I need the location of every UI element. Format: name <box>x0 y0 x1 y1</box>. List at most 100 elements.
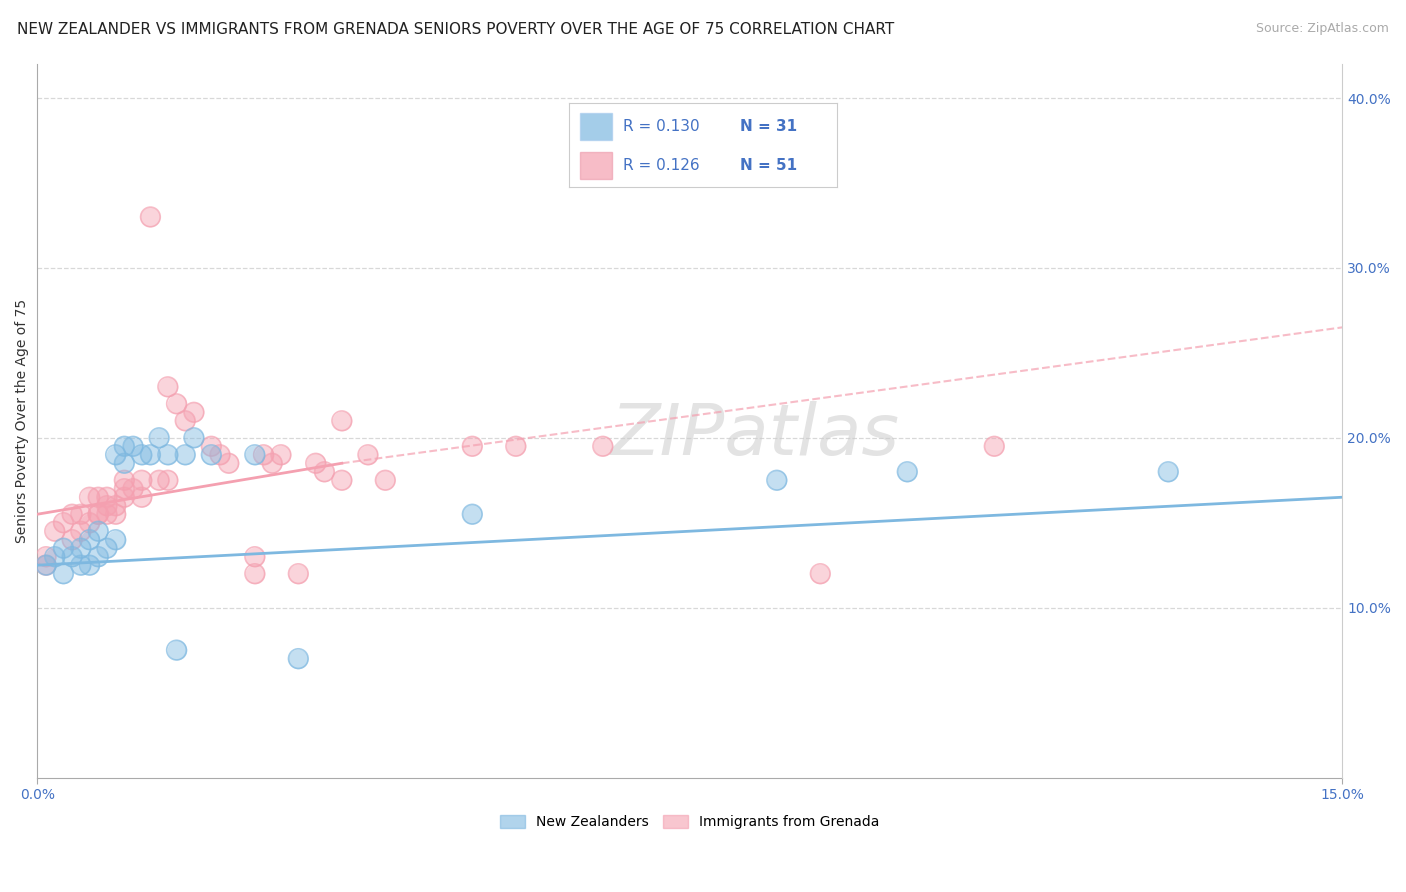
Point <box>270 448 292 462</box>
Legend: New Zealanders, Immigrants from Grenada: New Zealanders, Immigrants from Grenada <box>495 810 884 835</box>
Point <box>461 439 484 453</box>
Point <box>122 482 145 496</box>
Point <box>461 507 484 521</box>
Point <box>287 566 309 581</box>
Point <box>52 541 75 556</box>
Point <box>166 643 188 657</box>
Point <box>96 507 118 521</box>
Point <box>131 448 153 462</box>
Point <box>330 414 353 428</box>
Point <box>104 499 127 513</box>
Point <box>243 549 266 564</box>
Point <box>60 507 83 521</box>
Point <box>166 397 188 411</box>
Point <box>270 448 292 462</box>
Point <box>96 541 118 556</box>
Point <box>52 516 75 530</box>
Point <box>96 507 118 521</box>
Point <box>87 490 110 504</box>
Point <box>104 448 127 462</box>
Point <box>357 448 380 462</box>
Point <box>200 439 222 453</box>
Point <box>35 549 58 564</box>
Point <box>35 558 58 573</box>
Point <box>79 490 101 504</box>
Point <box>112 482 135 496</box>
Point <box>1157 465 1180 479</box>
Point <box>79 490 101 504</box>
Point <box>79 558 101 573</box>
Point <box>112 490 135 504</box>
Point <box>96 499 118 513</box>
Point <box>52 516 75 530</box>
Text: N = 51: N = 51 <box>741 158 797 173</box>
Point <box>252 448 274 462</box>
Point <box>122 439 145 453</box>
Point <box>79 558 101 573</box>
Point <box>983 439 1005 453</box>
Point <box>87 490 110 504</box>
Point <box>139 448 162 462</box>
Point <box>208 448 231 462</box>
Text: R = 0.126: R = 0.126 <box>623 158 699 173</box>
Point <box>461 507 484 521</box>
Point <box>156 448 179 462</box>
Point <box>96 499 118 513</box>
Point <box>357 448 380 462</box>
Point <box>104 499 127 513</box>
Point <box>252 448 274 462</box>
Point <box>52 566 75 581</box>
Point <box>131 448 153 462</box>
Point <box>330 414 353 428</box>
Point <box>87 549 110 564</box>
Point <box>896 465 918 479</box>
Point <box>104 448 127 462</box>
Point <box>218 456 240 470</box>
Text: R = 0.130: R = 0.130 <box>623 119 699 134</box>
Point <box>69 507 91 521</box>
Point <box>60 533 83 547</box>
Point <box>131 490 153 504</box>
Point <box>174 448 197 462</box>
Point <box>87 507 110 521</box>
Point <box>112 439 135 453</box>
Point <box>243 566 266 581</box>
Point <box>314 465 336 479</box>
Point <box>183 405 205 419</box>
Point <box>69 558 91 573</box>
Y-axis label: Seniors Poverty Over the Age of 75: Seniors Poverty Over the Age of 75 <box>15 299 30 543</box>
Point <box>592 439 614 453</box>
Point <box>592 439 614 453</box>
Point <box>808 566 831 581</box>
Point <box>69 507 91 521</box>
Point <box>243 549 266 564</box>
Point <box>983 439 1005 453</box>
Point <box>69 558 91 573</box>
Point <box>87 507 110 521</box>
Point <box>35 558 58 573</box>
Point <box>44 549 66 564</box>
Point <box>60 533 83 547</box>
Point <box>174 414 197 428</box>
Point <box>166 643 188 657</box>
Point <box>104 507 127 521</box>
Point <box>44 524 66 539</box>
Text: Source: ZipAtlas.com: Source: ZipAtlas.com <box>1256 22 1389 36</box>
Point <box>200 448 222 462</box>
Point <box>174 448 197 462</box>
Point <box>1157 465 1180 479</box>
Point <box>35 558 58 573</box>
Point <box>60 549 83 564</box>
Point <box>166 397 188 411</box>
Point <box>52 541 75 556</box>
Point <box>69 541 91 556</box>
Point <box>79 516 101 530</box>
Point <box>131 473 153 487</box>
Point <box>69 524 91 539</box>
Point <box>87 524 110 539</box>
Point <box>131 473 153 487</box>
Point <box>96 490 118 504</box>
Point <box>330 473 353 487</box>
Point <box>139 210 162 224</box>
Point <box>79 533 101 547</box>
